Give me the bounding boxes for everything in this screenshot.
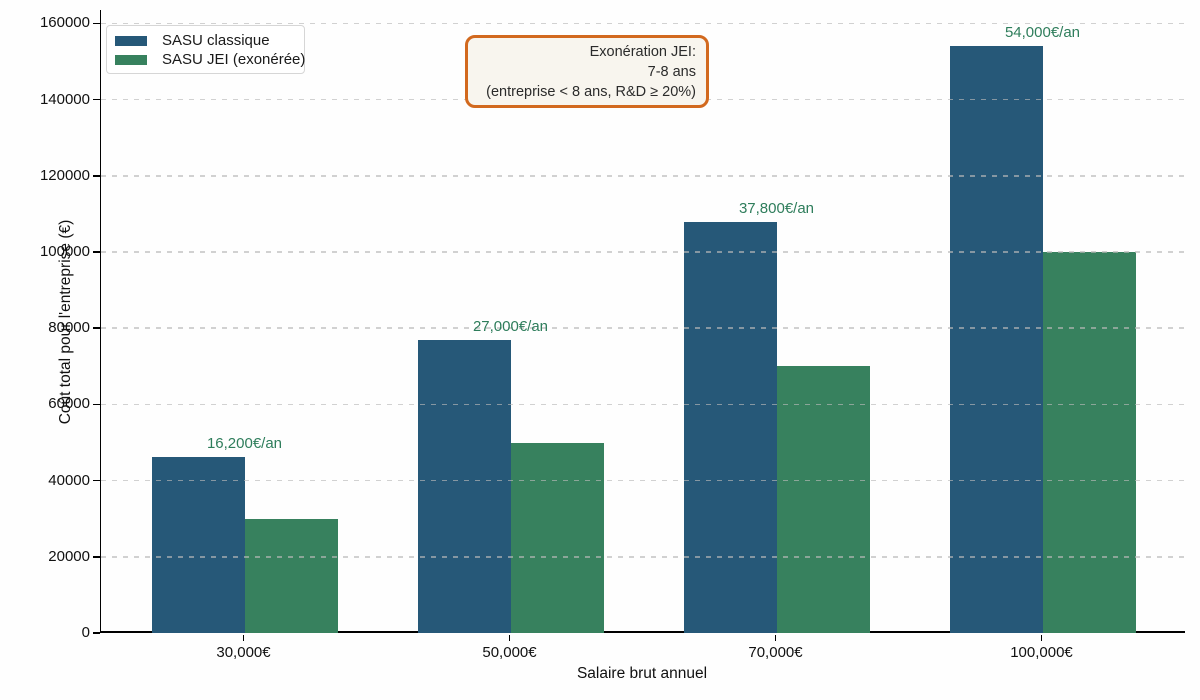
bar-savings-annotation: 16,200€/an (206, 434, 283, 452)
legend-swatch-sasu-jei (115, 54, 147, 65)
y-tick-label: 20000 (48, 547, 90, 565)
jei-annotation-line3: (entreprise < 8 ans, R&D ≥ 20%) (486, 84, 696, 100)
y-tick-mark (93, 479, 100, 482)
jei-annotation-line2: 7-8 ans (647, 64, 696, 80)
legend-item-sasu-classique: SASU classique (115, 31, 294, 50)
legend-label-sasu-jei: SASU JEI (exonérée) (162, 51, 306, 68)
y-tick-label: 100000 (39, 243, 90, 260)
y-tick-mark (93, 251, 100, 253)
jei-annotation-box: Exonération JEI: 7-8 ans (entreprise < 8… (465, 35, 709, 108)
y-tick-label: 160000 (39, 14, 90, 32)
legend: SASU classique SASU JEI (exonérée) (106, 25, 305, 74)
x-tick-label: 50,000€ (482, 644, 537, 661)
bar-sasu-jei (776, 366, 870, 633)
x-tick-mark (1040, 635, 1043, 641)
y-tick-label: 0 (81, 624, 90, 641)
y-tick-mark (93, 22, 100, 25)
jei-annotation-line1: Exonération JEI: (589, 44, 696, 60)
bar-sasu-jei (510, 442, 604, 633)
legend-label-sasu-classique: SASU classique (162, 32, 270, 49)
bar-savings-annotation: 54,000€/an (1004, 24, 1081, 42)
bar-sasu-jei (1042, 252, 1136, 633)
bar-savings-annotation: 37,800€/an (738, 200, 815, 218)
x-tick-label: 70,000€ (748, 644, 803, 661)
y-tick-mark (93, 556, 100, 558)
x-tick-mark (242, 635, 245, 641)
bar-savings-annotation: 27,000€/an (472, 317, 549, 335)
bar-sasu-classique (683, 222, 777, 633)
x-tick-label: 30,000€ (216, 644, 271, 661)
plot-area: 16,200€/an 27,000€/an 37,800€/an 54,000€/an (100, 10, 1185, 633)
y-tick-mark (93, 403, 100, 406)
x-tick-mark (508, 635, 511, 641)
y-tick-label: 80000 (48, 319, 90, 337)
y-tick-label: 40000 (48, 471, 90, 489)
y-tick-mark (93, 175, 100, 177)
y-tick-mark (93, 632, 100, 634)
legend-swatch-sasu-classique (115, 35, 147, 46)
bar-sasu-jei (244, 518, 338, 633)
bar-sasu-classique (151, 456, 245, 633)
y-tick-label: 120000 (39, 166, 90, 184)
bar-sasu-classique (417, 339, 511, 633)
x-tick-mark (774, 635, 777, 641)
y-tick-mark (93, 327, 100, 329)
y-tick-label: 60000 (48, 395, 90, 413)
y-tick-label: 140000 (39, 90, 90, 108)
x-tick-label: 100,000€ (1010, 644, 1073, 661)
x-axis-title: Salaire brut annuel (576, 665, 708, 682)
bar-sasu-classique (949, 46, 1043, 633)
legend-item-sasu-jei: SASU JEI (exonérée) (115, 50, 305, 69)
y-tick-mark (93, 98, 100, 101)
